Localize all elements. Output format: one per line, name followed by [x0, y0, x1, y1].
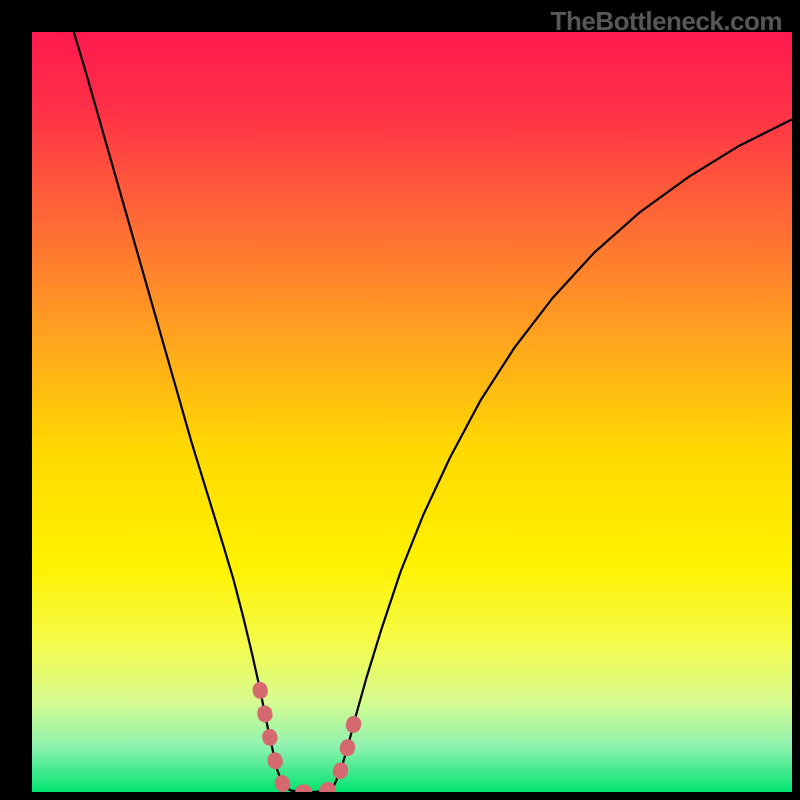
plot-area — [32, 32, 792, 792]
chart-svg — [32, 32, 792, 792]
chart-container: TheBottleneck.com — [0, 0, 800, 800]
chart-background — [32, 32, 792, 792]
